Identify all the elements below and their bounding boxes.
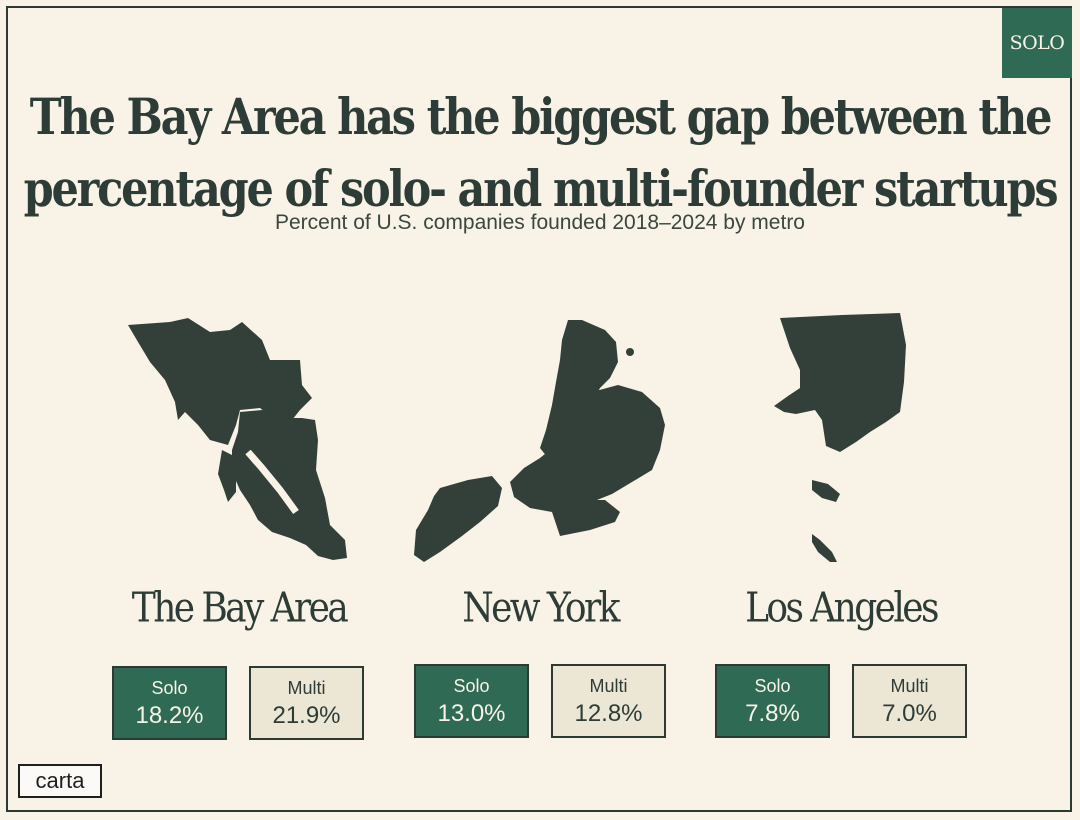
los-angeles-map [774,313,906,562]
bay-area-multi-value: 21.9% [272,702,341,729]
solo-label: Solo [754,676,791,696]
new-york-solo-box: Solo 13.0% [414,664,529,738]
bay-area-solo-box: Solo 18.2% [112,666,227,740]
solo-badge: SOLO [1002,8,1072,78]
title-line-1: The Bay Area has the biggest gap between… [29,88,1053,147]
title-line-2: percentage of solo- and multi-founder st… [23,160,1059,219]
bay-area-multi-box: Multi 21.9% [249,666,364,740]
multi-label: Multi [287,678,326,698]
new-york-map [414,320,665,562]
multi-label: Multi [589,676,628,696]
solo-label: Solo [453,676,490,696]
new-york-multi-value: 12.8% [574,700,643,727]
los-angeles-multi-box: Multi 7.0% [852,664,967,738]
solo-label: Solo [151,678,188,698]
los-angeles-solo-box: Solo 7.8% [715,664,830,738]
chart-title: The Bay Area has the biggest gap between… [0,82,1080,226]
multi-label: Multi [890,676,929,696]
bay-area-map [128,318,347,560]
new-york-multi-box: Multi 12.8% [551,664,666,738]
carta-logo: carta [18,764,102,798]
new-york-solo-value: 13.0% [437,700,506,727]
metro-name-new-york: New York [462,584,620,633]
metro-name-los-angeles: Los Angeles [745,584,939,633]
metro-name-bay-area: The Bay Area [131,584,349,633]
los-angeles-solo-value: 7.8% [745,700,800,727]
los-angeles-multi-value: 7.0% [882,700,937,727]
bay-area-solo-value: 18.2% [135,702,204,729]
chart-subtitle: Percent of U.S. companies founded 2018–2… [274,211,805,234]
